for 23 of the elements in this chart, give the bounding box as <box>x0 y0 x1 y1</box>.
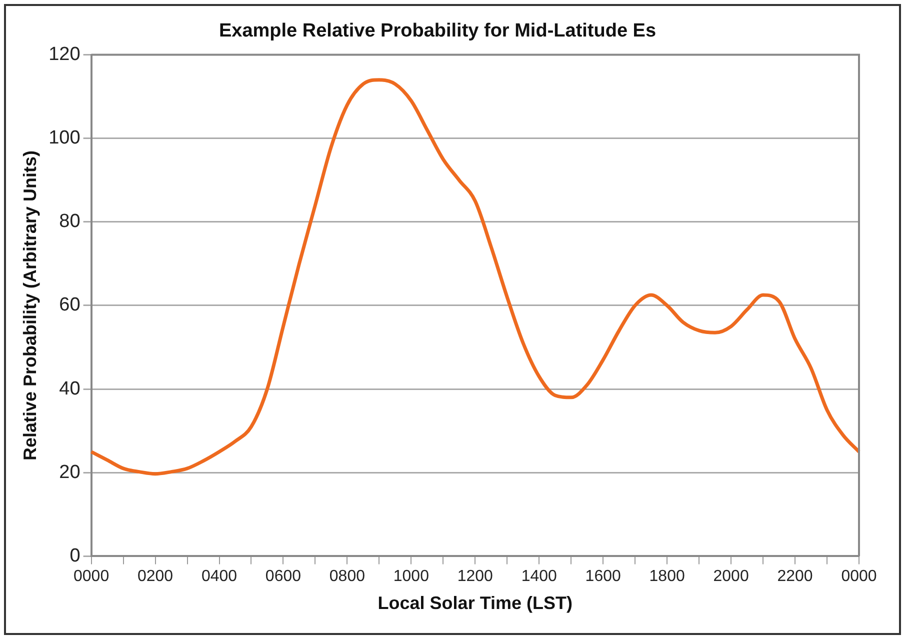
y-tick-label: 80 <box>59 211 80 232</box>
x-tick-label: 0000 <box>841 568 877 586</box>
x-tick-label: 2200 <box>777 568 813 586</box>
y-tick-label: 120 <box>48 44 80 66</box>
x-tick-label: 0600 <box>265 568 302 586</box>
x-axis-title: Local Solar Time (LST) <box>378 593 573 614</box>
y-tick-label: 20 <box>59 462 80 483</box>
y-tick-label: 100 <box>48 128 80 149</box>
x-tick-label: 0400 <box>201 568 238 586</box>
x-tick-label: 1600 <box>585 568 621 586</box>
x-tick-label: 2000 <box>713 568 749 586</box>
x-tick-label: 1200 <box>457 568 494 586</box>
y-tick-label: 60 <box>59 294 80 316</box>
x-tick-label: 1000 <box>393 568 430 586</box>
x-tick-label: 1800 <box>649 568 685 586</box>
x-tick-label: 1400 <box>521 568 558 586</box>
chart-title: Example Relative Probability for Mid-Latitude Es <box>218 20 656 42</box>
x-tick-label: 0200 <box>137 568 174 586</box>
x-tick-label: 0000 <box>74 568 110 586</box>
x-tick-label: 0800 <box>329 568 366 586</box>
y-tick-label: 0 <box>70 545 80 566</box>
y-tick-label: 40 <box>59 378 80 400</box>
y-axis-title: Relative Probability (Arbitrary Units) <box>20 150 40 461</box>
